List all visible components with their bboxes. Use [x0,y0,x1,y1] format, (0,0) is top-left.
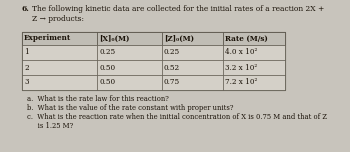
Text: 2: 2 [24,64,29,71]
Bar [22,32,285,90]
Bar [97,45,162,60]
Text: 3: 3 [24,78,28,86]
Text: Z → products:: Z → products: [32,15,84,23]
Text: [Z]₀(M): [Z]₀(M) [164,35,194,43]
Bar [162,32,223,45]
Bar [22,45,97,60]
Bar [22,60,97,75]
Bar [22,32,97,45]
Text: 3.2 x 10²: 3.2 x 10² [225,64,258,71]
Text: is 1.25 M?: is 1.25 M? [27,122,73,130]
Bar [162,60,223,75]
Text: Rate (M/s): Rate (M/s) [225,35,268,43]
Text: a.  What is the rate law for this reaction?: a. What is the rate law for this reactio… [27,95,169,103]
Text: 0.50: 0.50 [99,64,116,71]
Text: c.  What is the reaction rate when the initial concentration of X is 0.75 M and : c. What is the reaction rate when the in… [27,113,327,121]
Bar [223,32,285,45]
Text: 1: 1 [24,48,29,57]
Text: 7.2 x 10²: 7.2 x 10² [225,78,258,86]
Bar [162,75,223,90]
Bar [97,32,162,45]
Text: 6.: 6. [22,5,30,13]
Text: [X]₀(M): [X]₀(M) [99,35,130,43]
Text: 0.25: 0.25 [164,48,180,57]
Bar [22,75,97,90]
Bar [97,75,162,90]
Text: The following kinetic data are collected for the initial rates of a reaction 2X : The following kinetic data are collected… [32,5,324,13]
Bar [97,60,162,75]
Text: 0.52: 0.52 [164,64,180,71]
Text: 0.25: 0.25 [99,48,116,57]
Bar [162,45,223,60]
Text: 4.0 x 10²: 4.0 x 10² [225,48,258,57]
Text: 0.50: 0.50 [99,78,116,86]
Text: b.  What is the value of the rate constant with proper units?: b. What is the value of the rate constan… [27,104,233,112]
Bar [223,75,285,90]
Text: 0.75: 0.75 [164,78,180,86]
Bar [223,45,285,60]
Text: Experiment: Experiment [24,35,71,43]
Bar [223,60,285,75]
